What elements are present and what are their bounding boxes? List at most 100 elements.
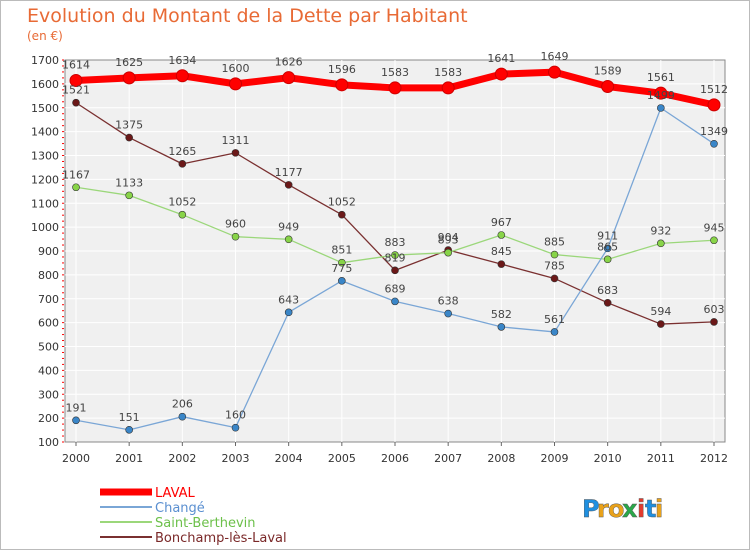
data-label: 911 bbox=[597, 229, 618, 242]
data-label: 967 bbox=[491, 216, 512, 229]
logo-letter: t bbox=[645, 495, 656, 523]
data-label: 1649 bbox=[541, 50, 569, 63]
data-point bbox=[601, 80, 615, 94]
data-point bbox=[391, 251, 399, 259]
data-point bbox=[710, 140, 718, 148]
data-point bbox=[282, 71, 296, 85]
data-label: 1177 bbox=[275, 166, 303, 179]
data-label: 1634 bbox=[168, 54, 196, 67]
data-point bbox=[710, 318, 718, 326]
logo-letter: i bbox=[637, 495, 645, 523]
series bbox=[69, 65, 721, 434]
data-label: 1641 bbox=[487, 52, 515, 65]
data-point bbox=[707, 98, 721, 112]
data-point bbox=[284, 235, 293, 244]
data-point bbox=[603, 255, 612, 264]
data-point bbox=[72, 183, 80, 192]
data-label: 1375 bbox=[115, 119, 143, 132]
data-label: 1167 bbox=[62, 168, 90, 181]
data-point bbox=[69, 74, 83, 88]
data-label: 1625 bbox=[115, 56, 143, 69]
data-point bbox=[657, 320, 665, 328]
data-point bbox=[710, 236, 718, 245]
x-tick-label: 2005 bbox=[328, 452, 356, 465]
data-label: 1499 bbox=[647, 89, 675, 102]
data-label: 561 bbox=[544, 313, 565, 326]
logo-letter: r bbox=[597, 495, 609, 523]
data-point bbox=[388, 81, 402, 95]
legend-label: Saint-Berthevin bbox=[155, 516, 256, 531]
data-label: 904 bbox=[438, 231, 459, 244]
data-point bbox=[550, 274, 559, 283]
data-label: 1596 bbox=[328, 63, 356, 76]
data-label: 932 bbox=[650, 224, 671, 237]
y-tick-label: 700 bbox=[38, 293, 59, 306]
data-point bbox=[497, 323, 506, 331]
data-point bbox=[657, 104, 665, 112]
data-label: 638 bbox=[438, 295, 459, 308]
x-axis: 2000 2001 2002 2003 2004 2005 2006 2007 2008 2009… bbox=[62, 442, 728, 465]
data-label: 1133 bbox=[115, 176, 143, 189]
y-tick-label: 1000 bbox=[31, 221, 59, 234]
data-point bbox=[178, 160, 187, 168]
legend-label: Bonchamp-lès-Laval bbox=[155, 531, 287, 546]
x-tick-label: 2006 bbox=[381, 452, 409, 465]
data-point bbox=[335, 78, 349, 92]
data-point bbox=[444, 309, 452, 318]
data-label: 1583 bbox=[381, 66, 409, 79]
x-tick-label: 2004 bbox=[275, 452, 303, 465]
data-label: 206 bbox=[172, 398, 193, 411]
data-point bbox=[125, 426, 133, 434]
data-label: 1512 bbox=[700, 83, 728, 96]
y-tick-label: 1500 bbox=[31, 102, 59, 115]
data-label: 960 bbox=[225, 218, 246, 231]
x-tick-label: 2007 bbox=[434, 452, 462, 465]
data-label: 1589 bbox=[594, 65, 622, 78]
y-tick-label: 800 bbox=[38, 269, 59, 282]
data-label: 603 bbox=[704, 303, 725, 316]
y-tick-label: 500 bbox=[38, 341, 59, 354]
x-tick-label: 2001 bbox=[115, 452, 143, 465]
x-tick-label: 2002 bbox=[168, 452, 196, 465]
x-tick-label: 2009 bbox=[541, 452, 569, 465]
data-point bbox=[603, 299, 612, 307]
data-point bbox=[178, 412, 187, 421]
data-label: 893 bbox=[438, 234, 459, 247]
data-point bbox=[441, 81, 455, 95]
chart-title: Evolution du Montant de la Dette par Hab… bbox=[27, 5, 468, 27]
data-label: 1561 bbox=[647, 71, 675, 84]
data-labels: 1521 1375 1265 1311 1177 1052 819 904 845 785 683 5… bbox=[62, 50, 728, 424]
y-tick-label: 1300 bbox=[31, 150, 59, 163]
x-tick-label: 2008 bbox=[487, 452, 515, 465]
chart-subtitle: (en €) bbox=[27, 29, 63, 43]
data-label: 582 bbox=[491, 308, 512, 321]
data-label: 1265 bbox=[168, 145, 196, 158]
data-point bbox=[175, 69, 189, 83]
logo-letter: o bbox=[608, 495, 625, 523]
data-label: 1311 bbox=[222, 134, 250, 147]
data-label: 1583 bbox=[434, 66, 462, 79]
y-tick-label: 1400 bbox=[31, 126, 59, 139]
data-label: 865 bbox=[597, 240, 618, 253]
data-point bbox=[229, 77, 242, 91]
logo-letter: P bbox=[582, 495, 600, 523]
logo-letter: x bbox=[622, 495, 638, 523]
legend: LAVALChangéSaint-BerthevinBonchamp-lès-L… bbox=[100, 486, 287, 546]
data-label: 1052 bbox=[168, 196, 196, 209]
y-tick-label: 200 bbox=[38, 412, 59, 425]
data-label: 785 bbox=[544, 259, 565, 272]
data-point bbox=[122, 71, 136, 85]
data-point bbox=[231, 423, 240, 432]
data-label: 945 bbox=[704, 221, 725, 234]
data-label: 883 bbox=[385, 236, 406, 249]
y-tick-label: 1700 bbox=[31, 54, 59, 67]
data-point bbox=[391, 266, 399, 275]
data-point bbox=[231, 149, 240, 157]
data-label: 775 bbox=[331, 262, 352, 275]
data-label: 643 bbox=[278, 293, 299, 306]
data-point bbox=[548, 65, 561, 79]
proxiti-logo: Pr ox i ti bbox=[582, 495, 664, 523]
data-label: 160 bbox=[225, 409, 246, 422]
